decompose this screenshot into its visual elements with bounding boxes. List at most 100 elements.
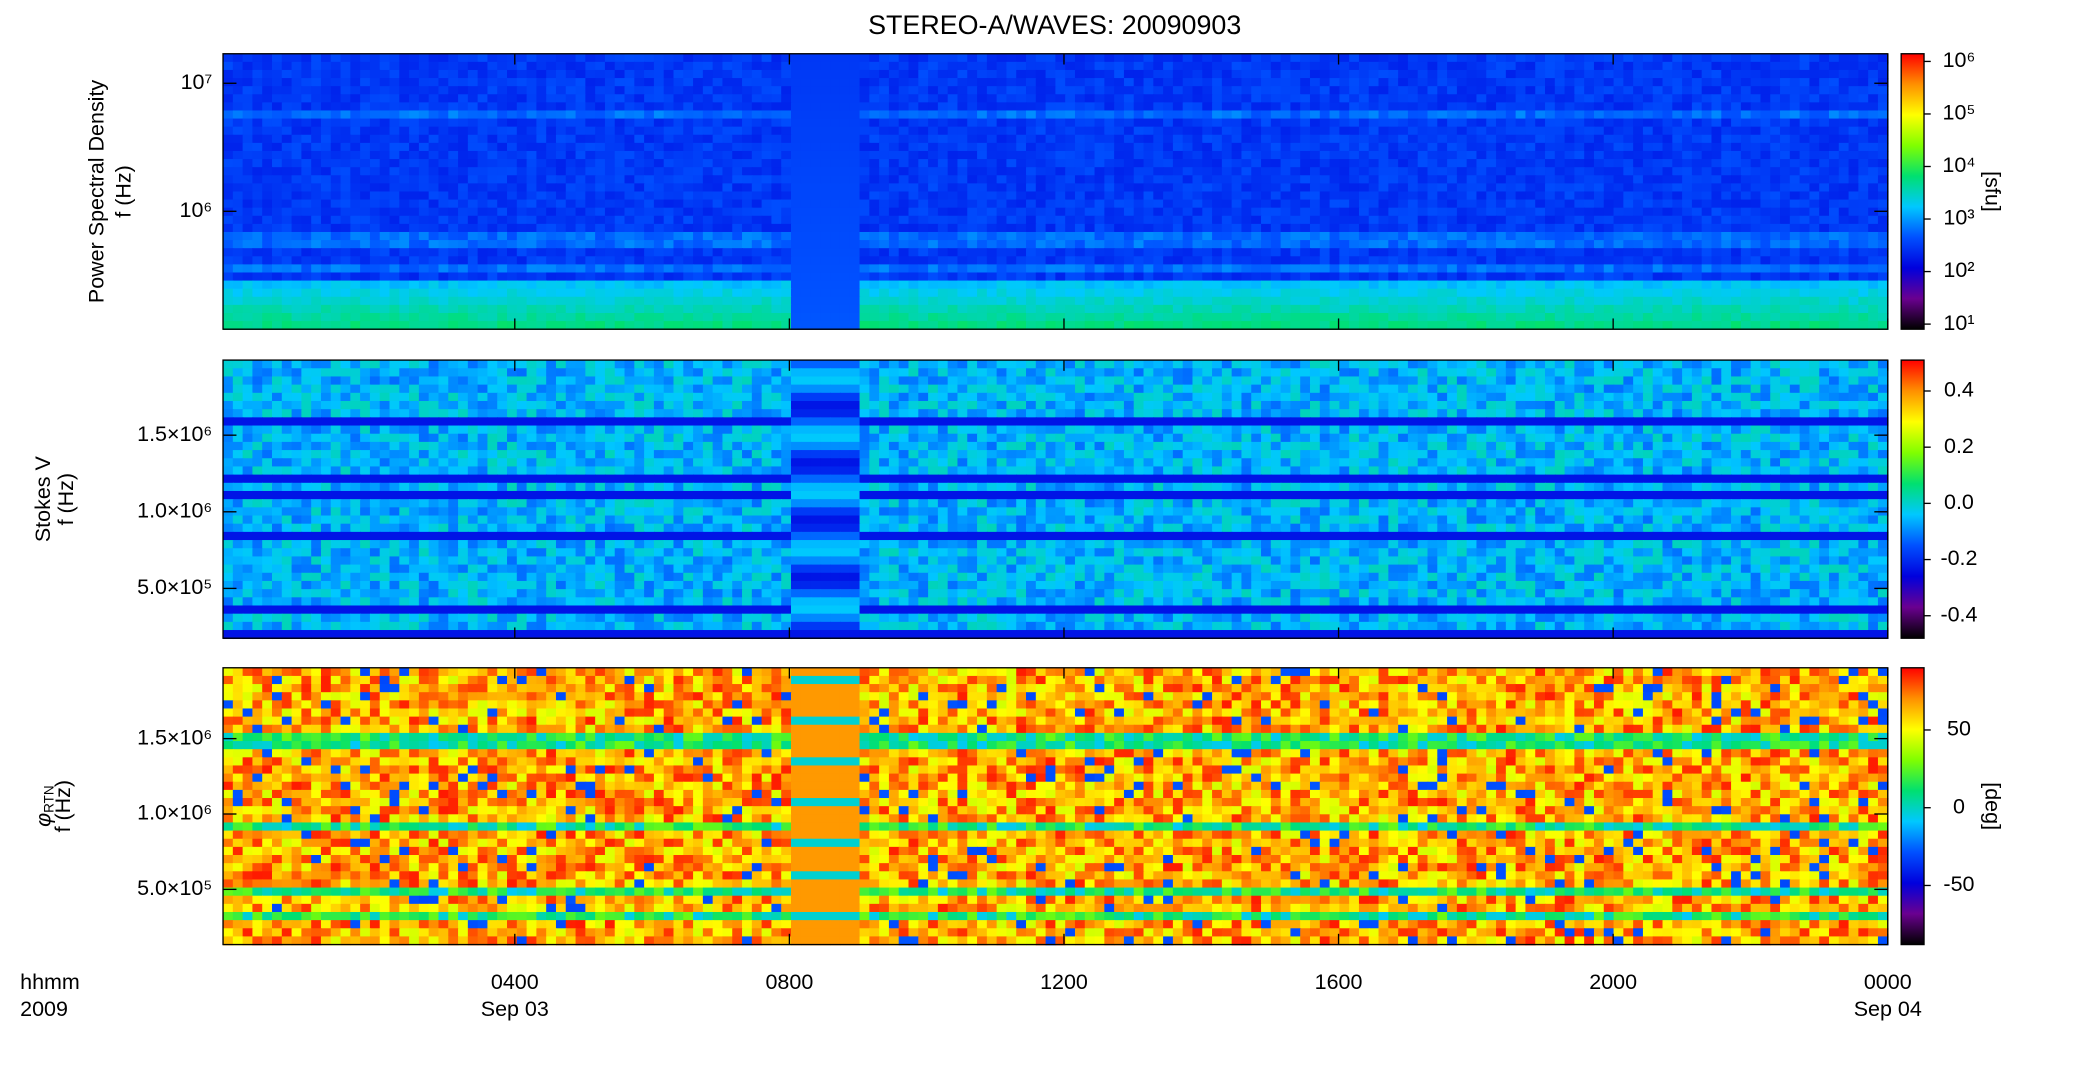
spectrogram-cell xyxy=(389,159,401,168)
spectrogram-cell xyxy=(1652,215,1664,225)
spectrogram-cell xyxy=(683,134,694,144)
spectrogram-cell xyxy=(653,256,665,266)
spectrogram-cell xyxy=(810,256,822,266)
spectrogram-cell xyxy=(1868,272,1879,282)
spectrogram-cell xyxy=(477,183,489,193)
spectrogram-cell xyxy=(477,142,489,152)
spectrogram-cell xyxy=(330,288,342,298)
spectrogram-cell xyxy=(1309,272,1321,282)
spectrogram-cell xyxy=(477,175,489,185)
spectrogram-cell xyxy=(1172,240,1184,249)
spectrogram-cell xyxy=(1789,207,1801,217)
spectrogram-cell xyxy=(849,280,861,290)
spectrogram-cell xyxy=(1682,78,1693,87)
spectrogram-cell xyxy=(438,94,450,104)
spectrogram-cell xyxy=(1447,240,1458,249)
spectrogram-cell xyxy=(790,223,802,233)
spectrogram-cell xyxy=(1270,167,1282,177)
spectrogram-cell xyxy=(781,272,792,282)
spectrogram-cell xyxy=(996,110,1008,120)
spectrogram-cell xyxy=(1349,61,1360,71)
spectrogram-cell xyxy=(1231,199,1243,209)
spectrogram-cell xyxy=(624,272,636,282)
spectrogram-cell xyxy=(1828,118,1840,128)
spectrogram-cell xyxy=(1417,134,1429,144)
spectrogram-cell xyxy=(281,167,293,177)
spectrogram-cell xyxy=(1642,110,1654,120)
spectrogram-cell xyxy=(1074,86,1086,96)
spectrogram-cell xyxy=(320,175,332,185)
spectrogram-cell xyxy=(1593,264,1605,274)
spectrogram-cell xyxy=(1074,150,1086,160)
spectrogram-cell xyxy=(1456,159,1468,168)
spectrogram-cell xyxy=(839,159,851,168)
spectrogram-cell xyxy=(1153,191,1164,201)
spectrogram-cell xyxy=(585,110,596,120)
spectrogram-cell xyxy=(771,256,783,266)
spectrogram-cell xyxy=(1349,215,1360,225)
spectrogram-cell xyxy=(467,126,479,136)
spectrogram-cell xyxy=(448,288,459,298)
spectrogram-cell xyxy=(340,78,352,87)
spectrogram-cell xyxy=(1319,118,1331,128)
spectrogram-cell xyxy=(1662,183,1674,193)
spectrogram-cell xyxy=(516,159,528,168)
spectrogram-cell xyxy=(1662,118,1674,128)
spectrogram-cell xyxy=(1388,61,1399,71)
spectrogram-cell xyxy=(859,126,871,136)
spectrogram-cell xyxy=(1721,167,1732,177)
spectrogram-cell xyxy=(1358,150,1370,160)
spectrogram-cell xyxy=(1407,272,1419,282)
spectrogram-cell xyxy=(712,126,724,136)
spectrogram-cell xyxy=(409,215,420,225)
spectrogram-cell xyxy=(1564,61,1576,71)
spectrogram-cell xyxy=(1182,280,1194,290)
spectrogram-cell xyxy=(585,102,596,112)
spectrogram-cell xyxy=(271,248,283,258)
spectrogram-cell xyxy=(1848,61,1860,71)
spectrogram-cell xyxy=(1496,78,1507,87)
spectrogram-cell xyxy=(1358,53,1370,63)
spectrogram-cell xyxy=(1711,248,1723,258)
spectrogram-cell xyxy=(1828,280,1840,290)
spectrogram-cell xyxy=(232,288,244,298)
spectrogram-cell xyxy=(693,126,704,136)
spectrogram-cell xyxy=(771,175,783,185)
spectrogram-cell xyxy=(1163,118,1174,128)
spectrogram-cell xyxy=(232,272,244,282)
spectrogram-cell xyxy=(1858,223,1869,233)
spectrogram-cell xyxy=(1672,53,1683,63)
spectrogram-cell xyxy=(1339,240,1350,249)
spectrogram-cell xyxy=(1848,53,1860,63)
spectrogram-cell xyxy=(252,223,264,233)
spectrogram-cell xyxy=(879,280,890,290)
spectrogram-cell xyxy=(301,53,312,63)
spectrogram-cell xyxy=(379,118,391,128)
spectrogram-cell xyxy=(1074,183,1086,193)
spectrogram-cell xyxy=(957,94,969,104)
spectrogram-cell xyxy=(379,191,391,201)
spectrogram-cell xyxy=(1016,191,1027,201)
spectrogram-cell xyxy=(271,240,283,249)
spectrogram-cell xyxy=(252,53,264,63)
spectrogram-cell xyxy=(634,280,645,290)
spectrogram-cell xyxy=(1819,264,1830,274)
spectrogram-cell xyxy=(751,53,763,63)
spectrogram-cell xyxy=(320,223,332,233)
spectrogram-cell xyxy=(1133,78,1145,87)
spectrogram-cell xyxy=(663,215,675,225)
spectrogram-cell xyxy=(1143,86,1155,96)
spectrogram-cell xyxy=(771,86,783,96)
spectrogram-cell xyxy=(1740,110,1752,120)
spectrogram-cell xyxy=(1564,280,1576,290)
spectrogram-cell xyxy=(888,61,900,71)
spectrogram-cell xyxy=(1535,69,1546,79)
spectrogram-cell xyxy=(1417,53,1429,63)
spectrogram-cell xyxy=(1868,78,1879,87)
spectrogram-cell xyxy=(1398,248,1409,258)
spectrogram-cell xyxy=(1535,53,1546,63)
spectrogram-cell xyxy=(1505,118,1517,128)
spectrogram-cell xyxy=(751,240,763,249)
spectrogram-cell xyxy=(1789,167,1801,177)
spectrogram-cell xyxy=(1378,102,1390,112)
